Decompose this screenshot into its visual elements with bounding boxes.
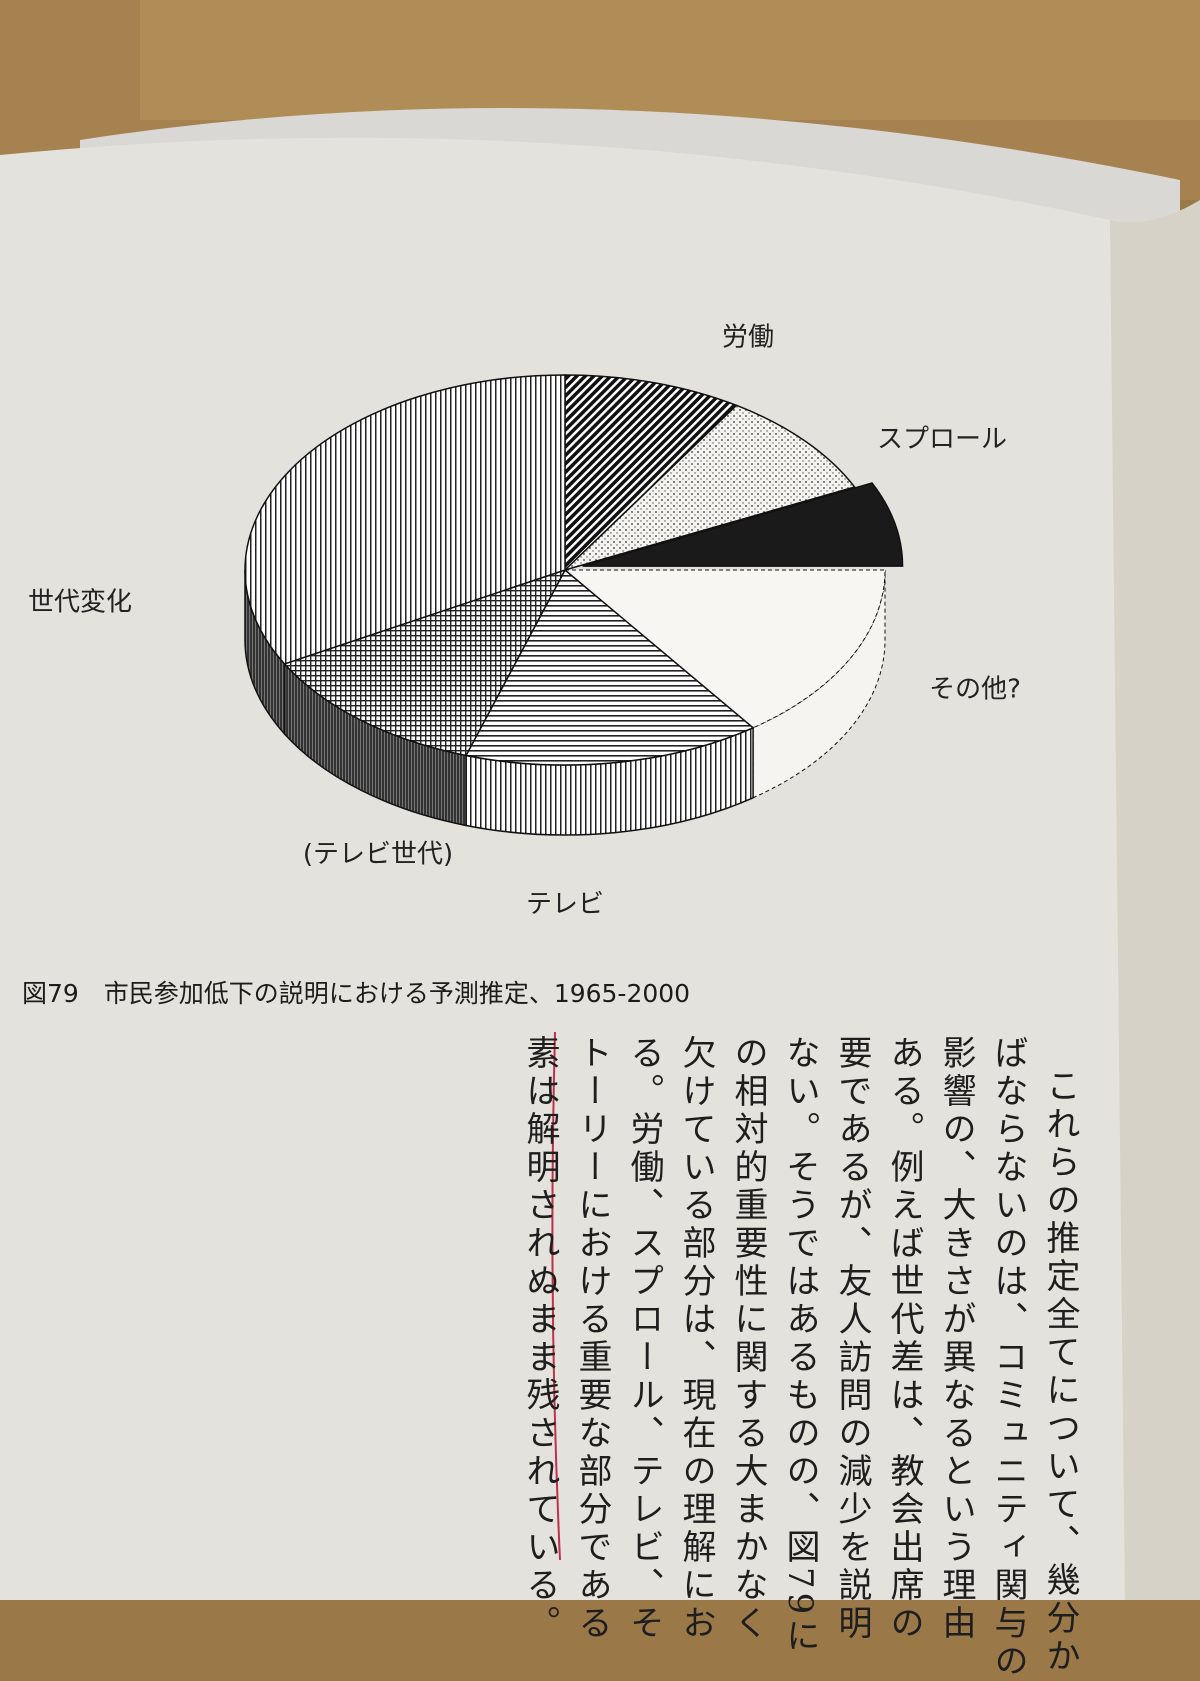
slice-label: 労働 <box>722 323 774 353</box>
slice <box>564 404 856 571</box>
slice-group <box>564 404 856 571</box>
text-line: 欠けている部分は、現在の理解にお <box>676 1035 716 1643</box>
text-line: の相対的重要性に関する大まかなく <box>728 1035 768 1643</box>
slice-label: 世代変化 <box>28 588 132 618</box>
slice-group <box>283 568 567 827</box>
slice-label: (テレビ世代) <box>303 840 453 870</box>
slice-group <box>582 482 904 567</box>
slice-group <box>564 374 738 572</box>
slice <box>283 568 567 757</box>
text-line: トーリーにおける重要な部分である <box>572 1035 612 1643</box>
pen-mark <box>551 1031 561 1561</box>
text-line: ない。そうではあるものの、図79に <box>780 1035 820 1657</box>
slice <box>464 568 755 766</box>
pie-group <box>244 374 904 836</box>
slice <box>563 569 886 729</box>
text-line: 影響の、大きさが異なるという理由 <box>936 1035 976 1643</box>
slice-group <box>464 568 755 836</box>
chart: 図79 市民参加低下の説明における予測推定、1965-2000 労働スプロールそ… <box>0 0 1200 1600</box>
text-line: これらの推定全てについて、幾分か <box>1040 1068 1080 1676</box>
slice <box>582 482 904 567</box>
text-line: る。労働、スプロール、テレビ、そ <box>624 1035 664 1643</box>
slice <box>564 374 738 572</box>
slice-group <box>244 374 566 736</box>
slice-label: その他? <box>929 675 1021 705</box>
straw <box>140 0 1200 120</box>
text-line: ばならないのは、コミュニティ関与の <box>988 1035 1028 1681</box>
text-line: 要であるが、友人訪問の減少を説明 <box>832 1035 872 1643</box>
slice-label: スプロール <box>877 425 1007 455</box>
facing-page <box>1110 200 1200 1600</box>
slice-label: テレビ <box>526 890 604 920</box>
slice <box>244 374 566 665</box>
text-line: ある。例えば世代差は、教会出席の <box>884 1035 924 1643</box>
caption: 図79 市民参加低下の説明における予測推定、1965-2000 <box>22 979 690 1008</box>
text-line: 素は解明されぬまま残されている。 <box>520 1035 560 1643</box>
